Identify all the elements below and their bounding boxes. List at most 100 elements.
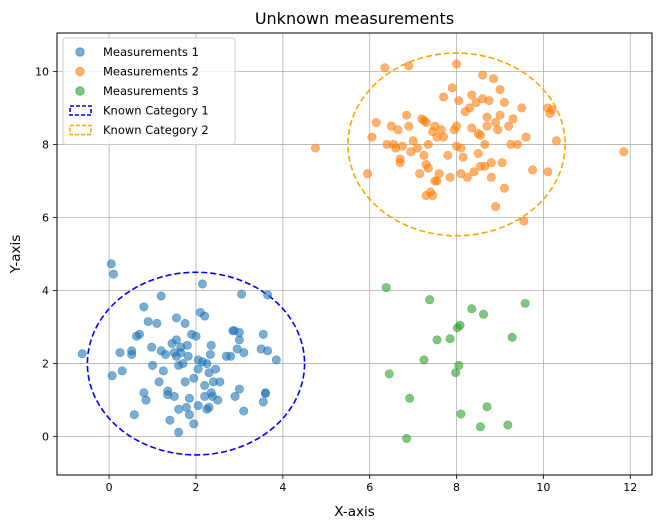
data-point [495, 85, 505, 95]
legend-patch-known-category-2 [69, 124, 92, 136]
data-point [423, 163, 433, 173]
y-tick-label: 6 [42, 211, 49, 224]
data-point [117, 366, 127, 376]
legend-marker-measurements-2 [75, 66, 85, 77]
data-point [425, 295, 435, 305]
data-point [456, 409, 466, 419]
data-point [367, 132, 377, 142]
data-point [107, 371, 117, 381]
data-point [439, 92, 449, 102]
data-point [517, 103, 527, 113]
data-point [423, 139, 433, 149]
data-point [147, 342, 157, 352]
y-tick-label: 8 [42, 138, 49, 151]
data-point [473, 149, 483, 159]
data-point [467, 90, 477, 100]
data-point [480, 139, 490, 149]
legend-box [62, 37, 236, 145]
data-point [456, 143, 466, 153]
data-point [169, 391, 179, 401]
legend-label-measurements-3: Measurements 3 [103, 84, 199, 98]
data-point [499, 183, 509, 193]
data-point [395, 154, 405, 164]
data-point [434, 169, 444, 179]
data-point [161, 349, 171, 359]
data-point [184, 393, 194, 403]
data-point [143, 317, 153, 327]
data-point [482, 402, 492, 412]
data-point [156, 291, 166, 301]
data-point [77, 349, 87, 359]
data-point [258, 397, 268, 407]
data-point [428, 191, 438, 201]
data-point [495, 110, 505, 120]
data-point [180, 377, 190, 387]
data-point [551, 136, 561, 146]
data-point [467, 304, 477, 314]
data-point [482, 121, 492, 131]
data-point [193, 364, 203, 374]
x-tick-label: 4 [279, 481, 286, 494]
y-tick-label: 0 [42, 431, 49, 444]
legend-label-known-category-2: Known Category 2 [103, 123, 209, 137]
data-point [419, 355, 429, 365]
data-point [432, 335, 442, 345]
data-point [488, 74, 498, 84]
data-point [528, 165, 538, 175]
data-point [234, 335, 244, 345]
data-point [174, 404, 184, 414]
data-point [475, 130, 485, 140]
data-point [381, 283, 391, 293]
data-point [158, 366, 168, 376]
data-point [191, 331, 201, 341]
data-point [371, 117, 381, 127]
data-point [512, 139, 522, 149]
legend-marker-measurements-3 [75, 86, 85, 96]
data-point [189, 373, 199, 383]
data-point [106, 259, 116, 269]
legend: Measurements 1 Measurements 2 Measurements… [62, 37, 236, 145]
data-point [467, 123, 477, 133]
data-point [443, 150, 453, 160]
known-category-1-ellipse [86, 271, 306, 456]
data-point [180, 318, 190, 328]
data-point [507, 332, 517, 342]
data-point [189, 419, 199, 429]
data-point [239, 348, 249, 358]
data-point [200, 381, 210, 391]
x-tick-label: 2 [192, 481, 199, 494]
data-point [465, 103, 475, 113]
data-point [412, 143, 422, 153]
y-tick-label: 10 [35, 65, 49, 78]
x-tick-label: 10 [536, 481, 550, 494]
data-point [152, 318, 162, 328]
data-point [205, 349, 215, 359]
data-point [499, 97, 509, 107]
series-measurements-1 [77, 259, 281, 437]
data-point [445, 334, 455, 344]
data-point [520, 298, 530, 308]
y-axis-label: Y-axis [8, 235, 24, 275]
data-point [258, 329, 268, 339]
data-point [108, 269, 118, 279]
data-point [491, 202, 501, 212]
data-point [129, 410, 139, 420]
data-point [454, 360, 464, 370]
legend-label-measurements-2: Measurements 2 [103, 65, 199, 79]
data-point [478, 309, 488, 319]
data-point [310, 143, 320, 153]
data-point [462, 172, 472, 182]
data-point [478, 70, 488, 80]
data-point [452, 59, 462, 69]
data-point [115, 348, 125, 358]
data-point [503, 420, 513, 430]
data-point [619, 147, 629, 157]
chart-title: Unknown measurements [255, 9, 454, 28]
data-point [469, 167, 479, 177]
data-point [197, 279, 207, 289]
data-point [215, 377, 225, 387]
data-point [135, 329, 145, 339]
data-point [402, 110, 412, 120]
data-point [204, 402, 214, 412]
data-point [452, 121, 462, 131]
